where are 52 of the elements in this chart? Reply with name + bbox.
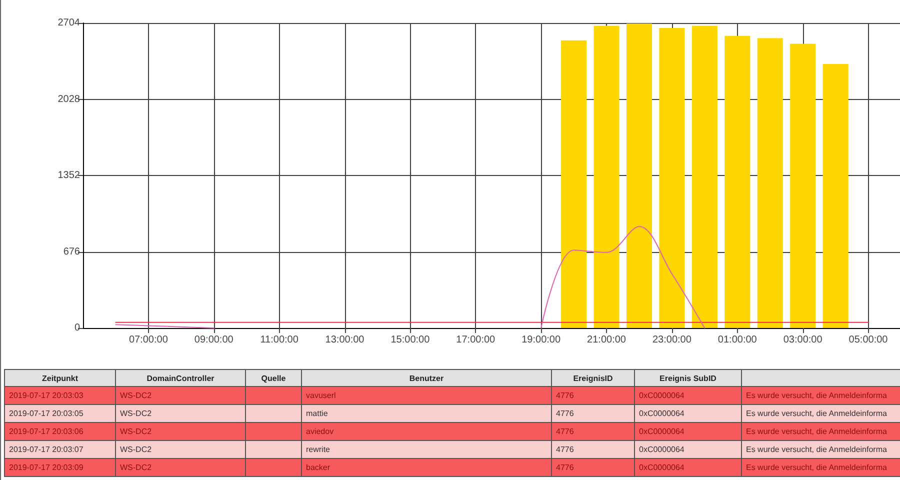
text: backer <box>302 458 552 476</box>
text: 2019-07-17 20:03:05 <box>4 404 116 422</box>
text: Es wurde versucht, die Anmeldeinforma <box>742 404 900 422</box>
y-tick-label: 2704 <box>58 18 80 28</box>
x-tick-label: 07:00:00 <box>128 334 168 346</box>
text: 0xC0000064 <box>634 440 742 458</box>
text: mattie <box>302 404 552 422</box>
category-label: Zeitpunkt <box>4 370 116 386</box>
x-tick-label: 11:00:00 <box>260 334 299 346</box>
text: Es wurde versucht, die Anmeldeinforma <box>742 458 900 476</box>
text: WS-DC2 <box>116 440 246 458</box>
x-tick-label: 21:00:00 <box>587 334 626 346</box>
text: 0xC0000064 <box>634 422 742 440</box>
x-tick-label: 09:00:00 <box>194 334 234 346</box>
category-label: Benutzer <box>302 370 552 386</box>
text: 4776 <box>552 422 634 440</box>
category-label: EreignisID <box>552 370 634 386</box>
text: Es wurde versucht, die Anmeldeinforma <box>742 386 900 404</box>
y-tick-label: 676 <box>63 246 80 258</box>
text: vavuserl <box>302 386 552 404</box>
text: WS-DC2 <box>116 386 246 404</box>
text: Es wurde versucht, die Anmeldeinforma <box>742 440 900 458</box>
text: 2019-07-17 20:03:06 <box>4 422 116 440</box>
text: 2019-07-17 20:03:03 <box>4 386 116 404</box>
y-tick-label: 1352 <box>58 170 80 181</box>
x-tick-label: 03:00:00 <box>783 334 823 346</box>
text: 4776 <box>552 386 634 404</box>
y-tick-label: 2028 <box>58 94 80 105</box>
text: WS-DC2 <box>116 422 246 440</box>
x-tick-label: 23:00:00 <box>652 334 692 346</box>
x-tick-label: 01:00:00 <box>718 334 758 346</box>
x-tick-label: 05:00:00 <box>848 334 888 346</box>
text: 4776 <box>552 440 634 458</box>
x-tick-label: 17:00:00 <box>456 334 496 346</box>
text: WS-DC2 <box>116 404 246 422</box>
text: 4776 <box>552 458 634 476</box>
text: aviedov <box>302 422 552 440</box>
text: rewrite <box>302 440 552 458</box>
category-label: DomainController <box>116 370 246 386</box>
text: WS-DC2 <box>116 458 246 476</box>
text: 2019-07-17 20:03:07 <box>4 440 116 458</box>
text: 4776 <box>552 404 634 422</box>
text: 2019-07-17 20:03:09 <box>4 458 116 476</box>
x-tick-label: 15:00:00 <box>390 334 430 346</box>
category-label: Quelle <box>246 370 302 386</box>
category-label: Ereignis SubID <box>634 370 742 386</box>
text: 0xC0000064 <box>634 386 742 404</box>
text: Es wurde versucht, die Anmeldeinforma <box>742 422 900 440</box>
x-tick-label: 19:00:00 <box>522 334 561 346</box>
text: 0xC0000064 <box>634 458 742 476</box>
x-tick-label: 13:00:00 <box>325 334 365 346</box>
text: 0xC0000064 <box>634 404 742 422</box>
